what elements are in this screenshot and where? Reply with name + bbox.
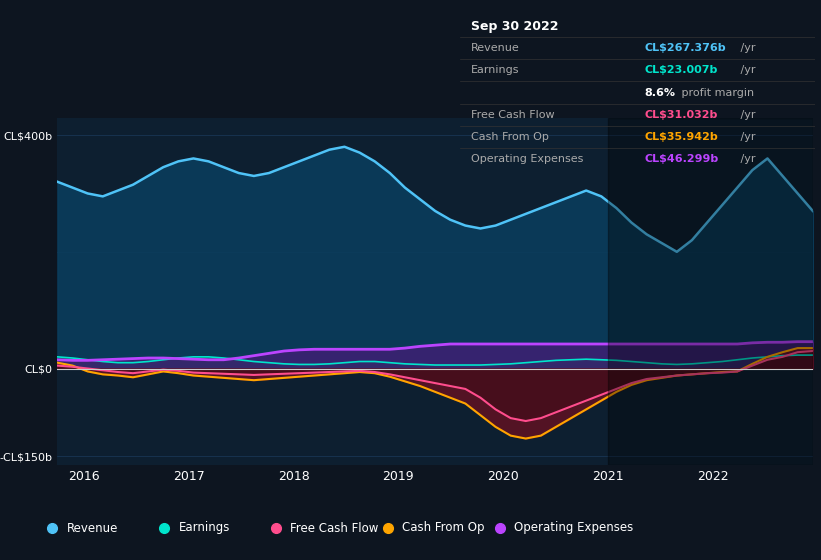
Text: Cash From Op: Cash From Op xyxy=(402,521,485,534)
Text: /yr: /yr xyxy=(737,132,755,142)
Bar xyxy=(608,118,813,465)
Text: Revenue: Revenue xyxy=(67,521,117,534)
Text: Free Cash Flow: Free Cash Flow xyxy=(470,110,554,120)
Text: Sep 30 2022: Sep 30 2022 xyxy=(470,20,558,32)
Text: /yr: /yr xyxy=(737,43,755,53)
Text: CL$23.007b: CL$23.007b xyxy=(644,66,718,76)
Text: /yr: /yr xyxy=(737,110,755,120)
Text: Free Cash Flow: Free Cash Flow xyxy=(291,521,378,534)
Text: 8.6%: 8.6% xyxy=(644,87,676,97)
Text: CL$35.942b: CL$35.942b xyxy=(644,132,718,142)
Text: Revenue: Revenue xyxy=(470,43,520,53)
Text: CL$46.299b: CL$46.299b xyxy=(644,154,719,164)
Text: Earnings: Earnings xyxy=(178,521,230,534)
Text: Earnings: Earnings xyxy=(470,66,519,76)
Text: Operating Expenses: Operating Expenses xyxy=(515,521,634,534)
Text: Operating Expenses: Operating Expenses xyxy=(470,154,583,164)
Text: profit margin: profit margin xyxy=(678,87,754,97)
Text: /yr: /yr xyxy=(737,154,755,164)
Text: Cash From Op: Cash From Op xyxy=(470,132,548,142)
Text: CL$31.032b: CL$31.032b xyxy=(644,110,718,120)
Text: CL$267.376b: CL$267.376b xyxy=(644,43,727,53)
Text: /yr: /yr xyxy=(737,66,755,76)
